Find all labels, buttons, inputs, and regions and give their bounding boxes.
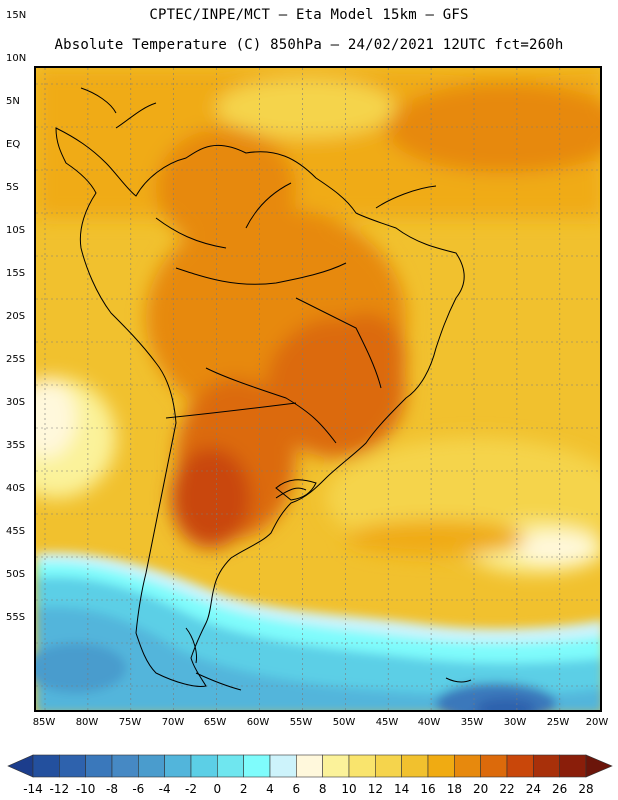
lat-label-eq: EQ	[6, 139, 21, 150]
lat-label-30s: 30S	[6, 397, 26, 408]
lon-label-60w: 60W	[246, 717, 270, 728]
lon-label-30w: 30W	[503, 717, 527, 728]
colorbar-swatch	[296, 754, 323, 778]
colorbar-tick-label: 26	[552, 782, 568, 796]
colorbar-swatch	[138, 754, 165, 778]
colorbar-tick-label: 24	[525, 782, 541, 796]
colorbar-tick-label: -2	[185, 782, 197, 796]
lon-label-50w: 50W	[332, 717, 356, 728]
colorbar-tick-label: -4	[158, 782, 171, 796]
lat-label-5n: 5N	[6, 96, 20, 107]
colorbar-swatch	[348, 754, 376, 778]
colorbar-swatch	[190, 754, 218, 778]
colorbar-swatch	[427, 754, 455, 778]
lat-label-40s: 40S	[6, 483, 26, 494]
coastlines	[55, 87, 472, 691]
lat-label-35s: 35S	[6, 440, 26, 451]
colorbar-swatches	[7, 754, 613, 778]
colorbar-swatch	[454, 754, 481, 778]
lat-label-15n: 15N	[6, 10, 27, 21]
colorbar-swatch	[506, 754, 534, 778]
colorbar-tick-label: 16	[420, 782, 436, 796]
colorbar-tick-label: 14	[394, 782, 410, 796]
colorbar-tick-label: 28	[578, 782, 594, 796]
lon-label-85w: 85W	[32, 717, 56, 728]
lat-label-10s: 10S	[6, 225, 26, 236]
lon-label-70w: 70W	[161, 717, 185, 728]
colorbar-tick-label: -14	[23, 782, 43, 796]
colorbar-swatch	[32, 754, 60, 778]
colorbar-tick-label: 22	[499, 782, 515, 796]
lon-label-35w: 35W	[460, 717, 484, 728]
colorbar-swatch	[243, 754, 271, 778]
temperature-map	[34, 66, 602, 712]
lat-label-50s: 50S	[6, 569, 26, 580]
colorbar-swatch	[59, 754, 86, 778]
map-canvas	[36, 68, 600, 710]
colorbar-tick-label: 20	[473, 782, 489, 796]
cold-field	[36, 552, 600, 710]
chart-title-line-2: Absolute Temperature (C) 850hPa – 24/02/…	[54, 37, 564, 53]
colorbar-tick-label: -12	[49, 782, 70, 796]
lon-label-55w: 55W	[289, 717, 313, 728]
lat-label-25s: 25S	[6, 354, 26, 365]
colorbar-min-arrow	[7, 754, 34, 778]
colorbar-swatch	[111, 754, 139, 778]
lat-label-20s: 20S	[6, 311, 26, 322]
lat-label-10n: 10N	[6, 53, 27, 64]
colorbar-swatch	[559, 754, 587, 778]
colorbar-swatch	[533, 754, 560, 778]
lon-label-25w: 25W	[546, 717, 570, 728]
lat-label-45s: 45S	[6, 526, 26, 537]
colorbar-swatch	[269, 754, 297, 778]
lon-label-80w: 80W	[75, 717, 99, 728]
colorbar-tick-label: -8	[106, 782, 118, 796]
lon-label-65w: 65W	[203, 717, 227, 728]
lat-label-15s: 15S	[6, 268, 26, 279]
colorbar-tick-label: -6	[132, 782, 145, 796]
colorbar-tick-label: 18	[446, 782, 462, 796]
temperature-field	[36, 68, 600, 573]
lat-label-55s: 55S	[6, 612, 26, 623]
chart-title-line-1: CPTEC/INPE/MCT – Eta Model 15km – GFS	[149, 7, 469, 23]
colorbar-tick-label: 6	[292, 782, 301, 796]
colorbar-max-arrow	[585, 754, 613, 778]
colorbar-swatch	[401, 754, 429, 778]
colorbar-tick-label: 4	[266, 782, 274, 796]
colorbar-swatch	[480, 754, 508, 778]
colorbar-swatch	[375, 754, 402, 778]
lon-label-45w: 45W	[375, 717, 399, 728]
colorbar-swatch	[217, 754, 244, 778]
colorbar-tick-label: 2	[239, 782, 248, 796]
colorbar	[7, 754, 613, 778]
lon-label-40w: 40W	[417, 717, 441, 728]
colorbar-tick-label: -10	[75, 782, 96, 796]
lat-label-5s: 5S	[6, 182, 19, 193]
colorbar-tick-label: 12	[367, 782, 383, 796]
colorbar-tick-label: 10	[341, 782, 357, 796]
colorbar-tick-label: 0	[213, 782, 222, 796]
colorbar-tick-label: 8	[318, 782, 327, 796]
colorbar-swatch	[164, 754, 192, 778]
lon-label-20w: 20W	[585, 717, 609, 728]
colorbar-swatch	[85, 754, 113, 778]
lon-label-75w: 75W	[118, 717, 142, 728]
colorbar-swatch	[322, 754, 350, 778]
